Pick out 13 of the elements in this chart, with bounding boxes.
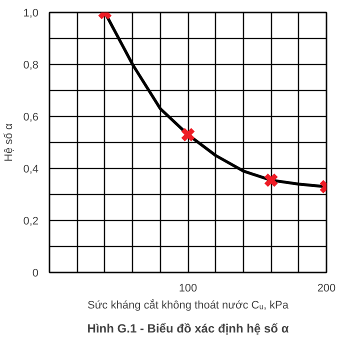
y-tick-label: 0,4 <box>23 164 39 176</box>
point <box>264 172 279 188</box>
y-tick-label: 0,6 <box>23 112 39 124</box>
text: Hình G.1 - Biểu đồ xác định hệ số α <box>87 322 290 336</box>
x-tick-label: 100 <box>178 282 198 294</box>
point <box>180 127 196 142</box>
y-tick-label: 0,8 <box>23 60 39 72</box>
y-tick-label: 0 <box>32 268 39 280</box>
x-tick-label: 200 <box>317 282 336 294</box>
x-axis-title: Sức kháng cắt không thoát nước Cᵤ, kPa <box>87 298 290 312</box>
y-tick-label: 1,0 <box>23 8 39 20</box>
y-tick-label: 0,2 <box>23 216 39 228</box>
y-axis-title: Hệ số α <box>3 122 16 162</box>
